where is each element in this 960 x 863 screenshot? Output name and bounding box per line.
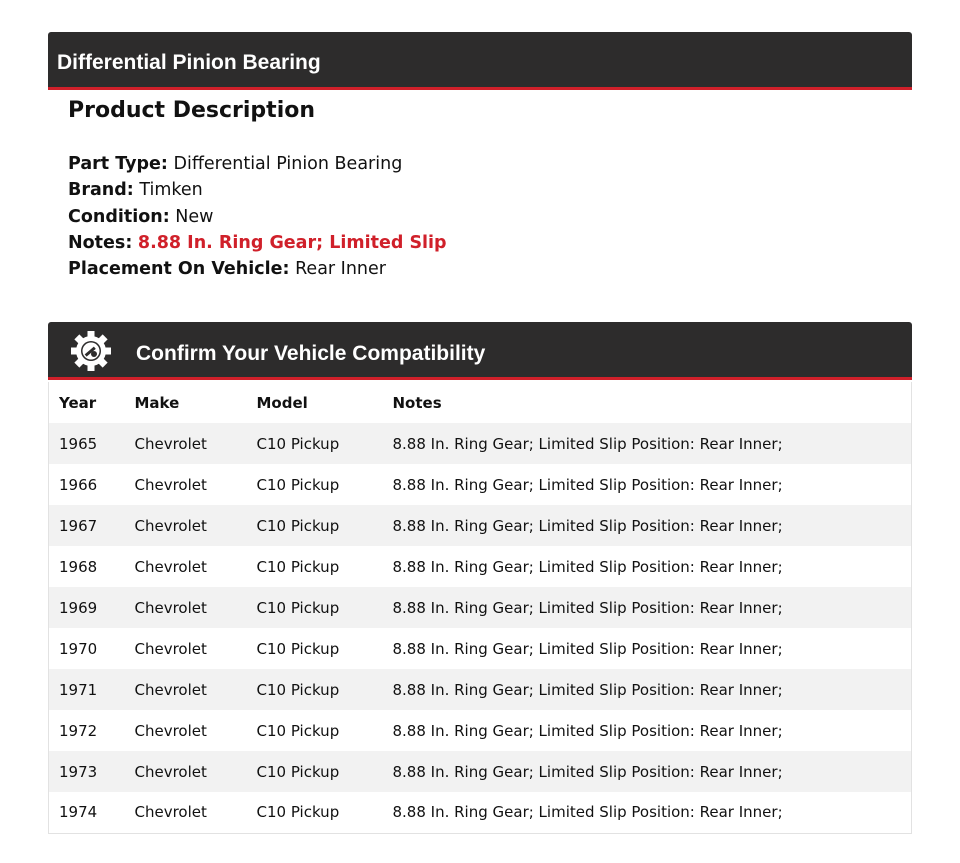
- cell-notes: 8.88 In. Ring Gear; Limited Slip Positio…: [392, 434, 783, 453]
- field-label: Part Type:: [68, 154, 168, 174]
- compatibility-title: Confirm Your Vehicle Compatibility: [136, 342, 486, 365]
- cell-notes: 8.88 In. Ring Gear; Limited Slip Positio…: [392, 762, 783, 781]
- cell-make: Chevrolet: [134, 598, 207, 617]
- description-field: Condition: New: [68, 204, 447, 230]
- cell-year: 1967: [59, 516, 98, 535]
- cell-year: 1971: [59, 680, 98, 699]
- cell-make: Chevrolet: [134, 803, 207, 822]
- cell-model: C10 Pickup: [256, 557, 340, 576]
- table-row: 1973 Chevrolet C10 Pickup 8.88 In. Ring Gea…: [48, 751, 912, 792]
- cell-year: 1974: [59, 803, 98, 822]
- field-label: Placement On Vehicle:: [68, 259, 290, 280]
- cell-model: C10 Pickup: [256, 680, 340, 699]
- cell-year: 1965: [59, 434, 98, 453]
- description-heading: Product Description: [68, 98, 316, 123]
- title-bar: Differential Pinion Bearing: [48, 32, 912, 90]
- table-row: 1972 Chevrolet C10 Pickup 8.88 In. Ring Gea…: [49, 710, 912, 751]
- table-row: 1970 Chevrolet C10 Pickup 8.88 In. Ring Gea…: [49, 628, 912, 669]
- cell-notes: 8.88 In. Ring Gear; Limited Slip Positio…: [392, 475, 783, 494]
- table-row: 1974 Chevrolet C10 Pickup 8.88 In. Ring Gea…: [49, 792, 912, 833]
- cell-make: Chevrolet: [134, 475, 207, 494]
- cell-model: C10 Pickup: [256, 475, 340, 494]
- cell-model: C10 Pickup: [256, 516, 340, 535]
- field-value: Rear Inner: [295, 259, 386, 280]
- cell-notes: 8.88 In. Ring Gear; Limited Slip Positio…: [392, 639, 783, 658]
- cell-notes: 8.88 In. Ring Gear; Limited Slip Positio…: [392, 516, 783, 535]
- cell-model: C10 Pickup: [256, 434, 340, 453]
- field-value: 8.88 In. Ring Gear; Limited Slip: [137, 232, 447, 253]
- table-row: 1968 Chevrolet C10 Pickup 8.88 In. Ring Gea…: [49, 546, 912, 587]
- cell-model: C10 Pickup: [256, 598, 340, 617]
- cell-make: Chevrolet: [134, 680, 207, 699]
- description-field: Part Type: Differential Pinion Bearing: [68, 151, 447, 177]
- compatibility-bar: Confirm Your Vehicle Compatibility: [48, 322, 912, 380]
- field-value: Differential Pinion Bearing: [173, 154, 403, 174]
- description-field: Placement On Vehicle: Rear Inner: [68, 256, 447, 282]
- cell-notes: 8.88 In. Ring Gear; Limited Slip Positio…: [392, 721, 783, 740]
- field-value: Timken: [139, 180, 203, 201]
- field-value: New: [175, 206, 214, 227]
- cell-make: Chevrolet: [134, 762, 207, 781]
- cell-notes: 8.88 In. Ring Gear; Limited Slip Positio…: [392, 803, 783, 822]
- table-row: 1969 Chevrolet C10 Pickup 8.88 In. Ring Gea…: [48, 587, 912, 628]
- cell-year: 1973: [59, 762, 98, 781]
- cell-make: Chevrolet: [134, 516, 207, 535]
- cell-notes: 8.88 In. Ring Gear; Limited Slip Positio…: [392, 598, 783, 617]
- table-row: 1966 Chevrolet C10 Pickup 8.88 In. Ring Gea…: [49, 464, 912, 505]
- field-label: Brand:: [68, 180, 134, 201]
- compatibility-table: Year Make Model Notes 1965 Chevrolet C10 Pick…: [48, 382, 912, 834]
- cell-make: Chevrolet: [134, 557, 207, 576]
- cell-year: 1966: [59, 475, 98, 494]
- description-field: Notes: 8.88 In. Ring Gear; Limited Slip: [68, 230, 447, 256]
- cell-make: Chevrolet: [134, 721, 207, 740]
- field-label: Condition:: [68, 206, 170, 227]
- cell-year: 1970: [59, 639, 98, 658]
- column-header-notes: Notes: [392, 393, 442, 412]
- column-header-year: Year: [59, 393, 97, 412]
- table-row: 1967 Chevrolet C10 Pickup 8.88 In. Ring Gea…: [48, 505, 912, 546]
- table-row: 1965 Chevrolet C10 Pickup 8.88 In. Ring Gea…: [48, 423, 912, 464]
- table-header-row: Year Make Model Notes: [49, 382, 912, 423]
- cell-make: Chevrolet: [134, 639, 207, 658]
- cell-notes: 8.88 In. Ring Gear; Limited Slip Positio…: [392, 680, 783, 699]
- field-label: Notes:: [68, 232, 133, 253]
- gear-wrench-icon: [71, 331, 111, 371]
- cell-notes: 8.88 In. Ring Gear; Limited Slip Positio…: [392, 557, 783, 576]
- column-header-make: Make: [134, 393, 180, 412]
- description-list: Part Type: Differential Pinion Bearing Br…: [68, 151, 447, 282]
- cell-year: 1972: [59, 721, 98, 740]
- cell-year: 1968: [59, 557, 98, 576]
- cell-model: C10 Pickup: [256, 639, 340, 658]
- cell-make: Chevrolet: [134, 434, 207, 453]
- table-row: 1971 Chevrolet C10 Pickup 8.88 In. Ring Gea…: [48, 669, 912, 710]
- description-field: Brand: Timken: [68, 177, 447, 203]
- cell-year: 1969: [59, 598, 98, 617]
- product-title: Differential Pinion Bearing: [57, 51, 321, 74]
- cell-model: C10 Pickup: [256, 803, 340, 822]
- cell-model: C10 Pickup: [256, 721, 340, 740]
- cell-model: C10 Pickup: [256, 762, 340, 781]
- column-header-model: Model: [256, 393, 308, 412]
